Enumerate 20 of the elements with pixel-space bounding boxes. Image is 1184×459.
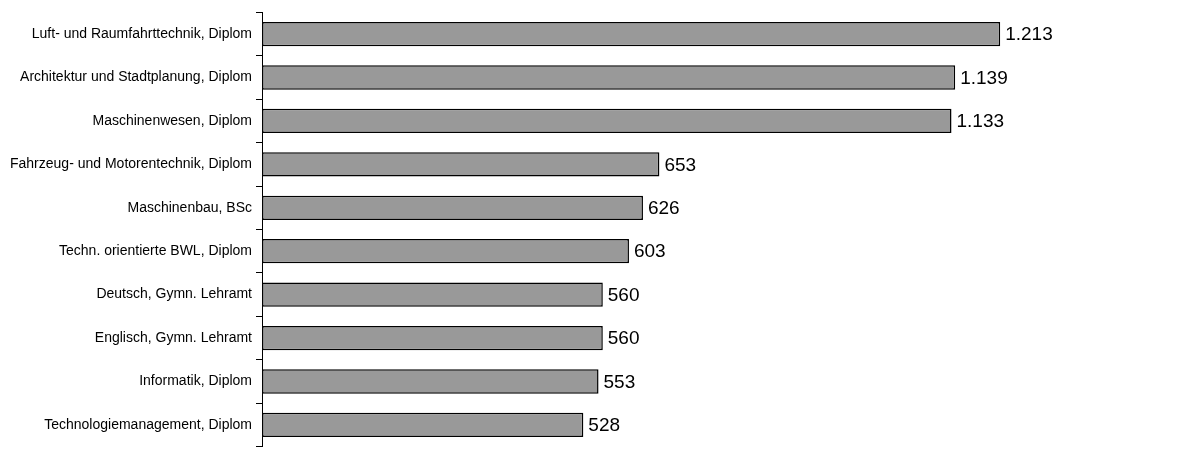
data-label: 626 [647,197,680,219]
y-tick-label: Techn. orientierte BWL, Diplom [59,242,253,259]
data-label: 1.133 [956,110,1005,132]
y-tick-label: Deutsch, Gymn. Lehramt [96,285,253,302]
data-label: 560 [607,283,640,305]
data-label: 1.139 [960,66,1008,88]
y-tick-label: Informatik, Diplom [139,372,253,389]
y-tick-label: Maschinenbau, BSc [127,198,253,215]
data-label: 560 [607,327,640,349]
y-tick-label: Fahrzeug- und Motorentechnik, Diplom [9,155,253,172]
data-label: 603 [633,240,666,262]
y-tick-label: Englisch, Gymn. Lehramt [94,328,253,345]
y-tick-label: Maschinenwesen, Diplom [92,111,253,128]
data-label: 1.213 [1005,23,1053,45]
y-tick-label: Technologiemanagement, Diplom [44,415,253,432]
data-label: 553 [603,370,636,392]
data-label: 653 [664,153,697,175]
data-label: 528 [588,414,621,436]
y-tick-label: Luft- und Raumfahrttechnik, Diplom [31,24,253,41]
y-tick-label: Architektur und Stadtplanung, Diplom [20,68,253,85]
